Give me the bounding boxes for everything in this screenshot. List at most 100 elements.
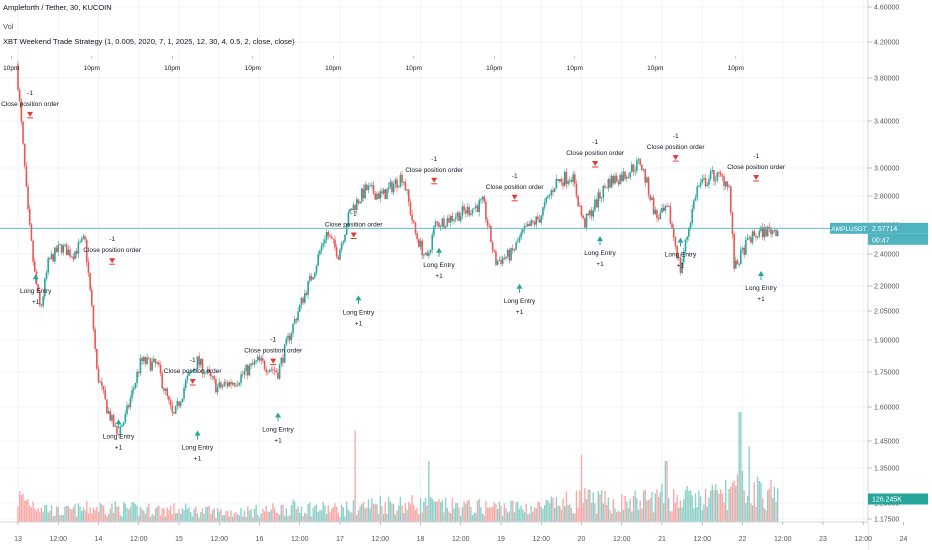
- candle-body: [568, 180, 571, 182]
- volume-bar: [285, 508, 288, 522]
- candle-body: [18, 89, 21, 101]
- volume-bar: [55, 506, 58, 522]
- volume-bar: [733, 480, 735, 522]
- volume-bar: [116, 506, 118, 522]
- signal-qty: +1: [115, 444, 123, 451]
- volume-bar: [771, 497, 774, 522]
- candle-body: [585, 213, 588, 228]
- candle-body: [480, 199, 482, 201]
- volume-bar: [661, 484, 663, 522]
- symbol-legend[interactable]: Ampleforth / Tether, 30, KUCOIN: [3, 3, 112, 12]
- volume-bar: [706, 506, 708, 522]
- candle-body: [303, 293, 306, 303]
- candle-body: [719, 172, 722, 176]
- session-marker-label: 10pm: [325, 65, 341, 72]
- volume-bar: [498, 501, 501, 522]
- candle-body: [755, 235, 757, 238]
- time-tick-label: 23: [819, 536, 827, 543]
- signal-qty: -1: [27, 90, 33, 97]
- candle-body: [70, 256, 73, 258]
- volume-bar: [639, 500, 641, 522]
- volume-bar: [356, 515, 358, 522]
- volume-value-label: 126.245K: [872, 497, 902, 504]
- signal-label: Close position order: [244, 348, 303, 355]
- volume-bar: [775, 501, 777, 522]
- candle-body: [523, 226, 526, 230]
- volume-bar: [134, 503, 137, 522]
- candle-body: [743, 247, 745, 255]
- last-price-tag: [868, 222, 928, 234]
- signal-qty: -1: [351, 211, 357, 218]
- volume-legend[interactable]: Vol: [3, 22, 14, 31]
- candle-body: [599, 192, 601, 199]
- volume-bar: [92, 507, 95, 522]
- volume-bar: [119, 515, 122, 522]
- volume-bar: [389, 501, 392, 522]
- volume-bar: [723, 502, 725, 522]
- candle-body: [750, 237, 752, 243]
- candle-body: [728, 186, 730, 188]
- volume-bar: [473, 512, 475, 522]
- volume-bar: [260, 513, 262, 522]
- candle-body: [684, 239, 687, 252]
- volume-bar: [181, 508, 184, 522]
- volume-bar: [106, 516, 108, 522]
- volume-bar: [607, 497, 610, 522]
- candle-body: [92, 305, 95, 330]
- volume-bar: [75, 516, 78, 522]
- candle-body: [59, 244, 61, 246]
- candle-body: [201, 359, 204, 375]
- price-tick-label: 1.17500: [874, 517, 899, 524]
- volume-bar: [335, 506, 338, 522]
- candle-body: [659, 212, 662, 220]
- volume-bar: [478, 499, 480, 522]
- candle-body: [418, 239, 420, 247]
- candle-body: [297, 311, 299, 321]
- candle-body: [228, 381, 231, 387]
- signal-label: Long Entry: [182, 445, 214, 452]
- strategy-legend[interactable]: XBT Weekend Trade Strategy (1, 0.005, 20…: [3, 37, 295, 46]
- volume-bar: [558, 505, 561, 522]
- volume-bar: [517, 501, 519, 522]
- volume-bar: [300, 506, 303, 522]
- candle-body: [309, 275, 311, 281]
- volume-bar: [96, 506, 98, 522]
- candle-body: [64, 244, 66, 246]
- candle-body: [639, 159, 641, 165]
- candle-body: [530, 220, 532, 227]
- volume-bars: [17, 412, 779, 522]
- volume-bar: [537, 501, 539, 522]
- signal-qty: -1: [431, 156, 437, 163]
- candle-body: [674, 237, 677, 246]
- volume-bar: [203, 513, 205, 522]
- volume-bar: [20, 495, 23, 522]
- candle-body: [127, 405, 130, 408]
- candle-body: [221, 385, 224, 388]
- volume-bar: [252, 517, 254, 522]
- candle-body: [364, 184, 366, 199]
- candle-body: [134, 382, 137, 388]
- candle-body: [285, 338, 288, 345]
- volume-bar: [714, 484, 717, 522]
- candle-body: [402, 181, 405, 183]
- entry-arrow: [194, 430, 201, 436]
- candle-body: [666, 205, 668, 207]
- volume-bar: [403, 513, 405, 522]
- volume-bar: [444, 497, 447, 522]
- candle-body: [491, 242, 494, 251]
- entry-arrow: [758, 271, 765, 276]
- entry-arrow: [677, 237, 684, 243]
- candle-body: [667, 206, 670, 207]
- volume-bar: [297, 506, 299, 522]
- volume-bar: [79, 506, 81, 522]
- volume-bar: [735, 485, 737, 522]
- volume-bar: [480, 507, 482, 522]
- candle-body: [330, 236, 333, 239]
- volume-bar: [441, 500, 444, 522]
- candle-body: [32, 240, 34, 262]
- strategy-signals: -1 Close position order Long Entry +1 -1 Clos…: [1, 90, 786, 463]
- time-tick-label: 12:00: [49, 536, 67, 543]
- candle-body: [144, 357, 147, 364]
- candle-body: [766, 226, 769, 237]
